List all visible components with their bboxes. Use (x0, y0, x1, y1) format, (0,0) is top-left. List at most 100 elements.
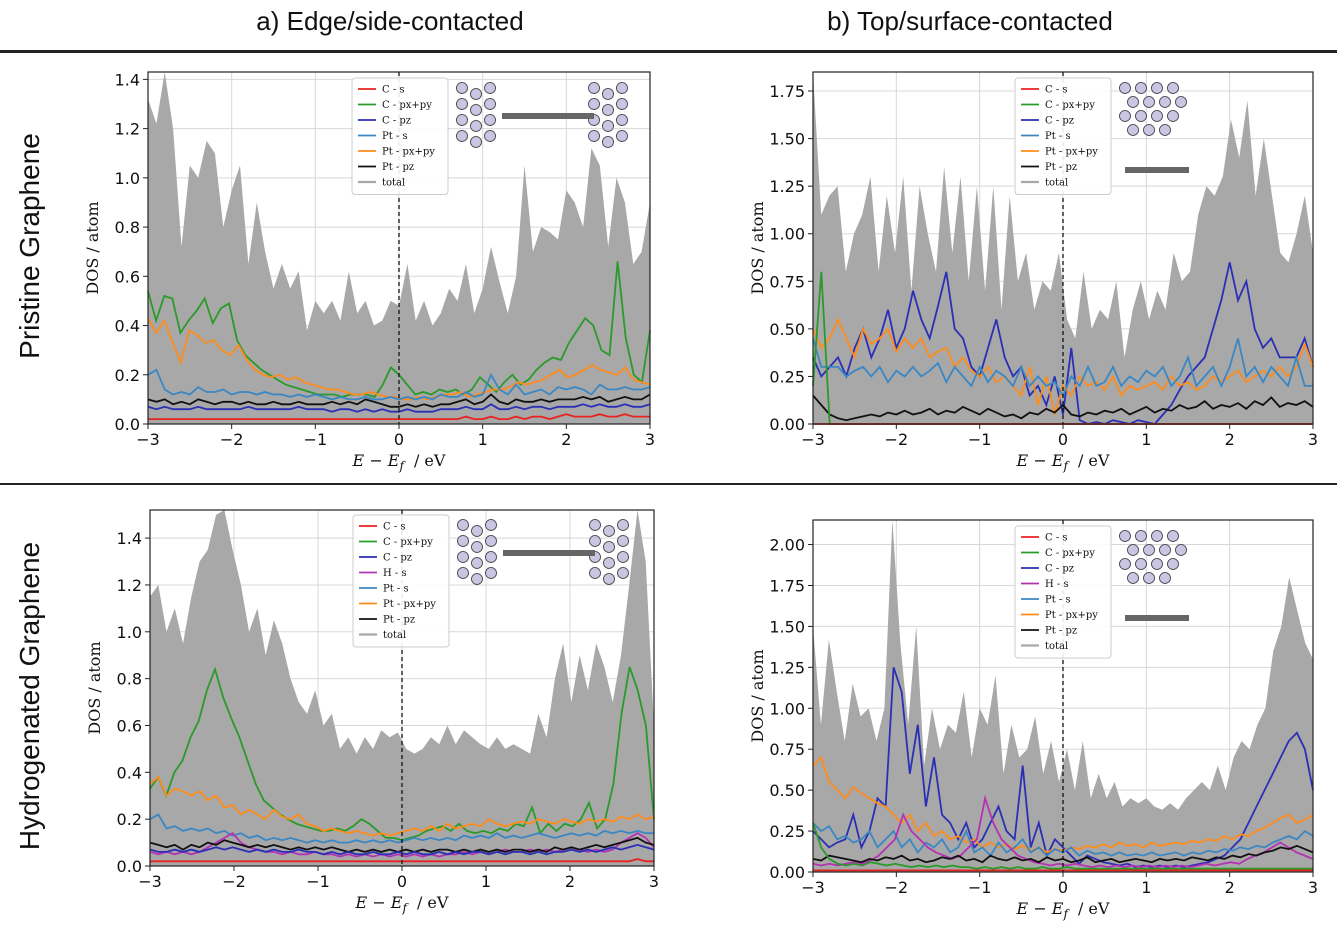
x-tick-label: 0 (1058, 430, 1068, 449)
inset-atom (603, 525, 615, 537)
x-tick-label: 1 (478, 430, 488, 449)
inset-atom (1151, 530, 1163, 542)
x-tick-label: 2 (561, 430, 571, 449)
x-tick-label: −2 (885, 878, 909, 897)
x-tick-label: 2 (1225, 878, 1235, 897)
inset-atom (603, 541, 615, 553)
inset-atom (1143, 124, 1155, 136)
legend-entry: H - s (1045, 579, 1069, 590)
legend-entry: Pt - s (1045, 131, 1071, 142)
series-area-total (150, 510, 654, 866)
legend: C - s C - px+py C - pz H - s Pt - s Pt - px+p… (352, 514, 450, 648)
legend-entry: C - px+py (1045, 548, 1095, 559)
y-tick-label: 1.00 (769, 225, 805, 244)
y-axis-label: DOS / atom (85, 641, 104, 734)
legend-entry: C - pz (383, 553, 412, 564)
y-tick-label: 2.00 (769, 536, 805, 555)
series-line-pt-px-py (812, 317, 1314, 415)
legend-entry: C - pz (1045, 116, 1074, 127)
y-tick-label: 1.00 (769, 699, 805, 718)
legend-box (352, 514, 450, 648)
legend-entry: H - s (383, 568, 407, 579)
inset-atom (616, 114, 628, 126)
inset-atom (603, 557, 615, 569)
inset-atom (456, 82, 468, 94)
x-tick-label: 0 (394, 430, 404, 449)
inset-atom (1135, 82, 1147, 94)
y-tick-label: 0.0 (115, 415, 140, 434)
inset-atom (485, 519, 497, 531)
series-line-c-pz (812, 262, 1314, 425)
inset-atom (470, 136, 482, 148)
y-tick-label: 1.50 (769, 130, 805, 149)
x-tick-label: 1 (1141, 878, 1151, 897)
structure-inset-image (1119, 530, 1189, 621)
y-tick-label: 1.50 (769, 617, 805, 636)
chart-panel-hydrogenated-edge: −3 −2 −1 0 1 2 3 0.0 0.2 0.4 0.6 0.8 1.0 1.2 1.4 E − Ef… (85, 509, 659, 915)
inset-atom (485, 567, 497, 579)
y-tick-label: 0.25 (769, 367, 805, 386)
x-tick-label: 3 (649, 872, 659, 891)
inset-atom (1135, 558, 1147, 570)
x-tick-label: −1 (304, 430, 328, 449)
inset-atom (457, 519, 469, 531)
series-line-pt-pz (149, 836, 655, 853)
inset-atom (1151, 82, 1163, 94)
y-tick-label: 0.50 (769, 781, 805, 800)
legend: C - s C - px+py C - pz H - s Pt - s Pt - px+p… (1014, 525, 1112, 659)
inset-atom (589, 519, 601, 531)
inset-atom (602, 120, 614, 132)
x-tick-label: 2 (565, 872, 575, 891)
inset-atom (1167, 558, 1179, 570)
y-tick-label: 0.75 (769, 272, 805, 291)
legend-entry: Pt - px+py (382, 147, 435, 158)
inset-atom (602, 88, 614, 100)
series-area-total (148, 72, 650, 424)
inset-atom (1127, 124, 1139, 136)
inset-atom (457, 535, 469, 547)
x-tick-label: −1 (306, 872, 330, 891)
y-tick-label: 1.75 (769, 576, 805, 595)
y-tick-label: 0.2 (115, 366, 140, 385)
legend-entry: C - px+py (382, 100, 432, 111)
series-line-pt-s (147, 368, 651, 401)
legend-entry: Pt - px+py (383, 599, 436, 610)
x-tick-label: −3 (801, 878, 825, 897)
series-line-c-s (148, 413, 650, 421)
inset-atom (1119, 82, 1131, 94)
x-axis-label: E − Ef / eV (352, 451, 446, 473)
inset-atom (484, 114, 496, 126)
series-line-c-px-py (812, 822, 1313, 870)
structure-inset-image (1119, 82, 1189, 173)
y-tick-label: 0.0 (117, 857, 142, 876)
x-tick-label: −3 (138, 872, 162, 891)
inset-atom (589, 535, 601, 547)
chart-panel-hydrogenated-top: −3 −2 −1 0 1 2 3 0.00 0.25 0.50 0.75 1.00 1.25 1.50 1.… (748, 519, 1318, 921)
inset-atom (485, 535, 497, 547)
inset-atom (588, 130, 600, 142)
inset-atom (471, 525, 483, 537)
legend-entry: C - s (1045, 85, 1068, 96)
y-tick-label: 1.25 (769, 658, 805, 677)
x-tick-label: 3 (1308, 878, 1318, 897)
legend-entry: Pt - pz (1045, 162, 1077, 173)
inset-atom (1119, 110, 1131, 122)
inset-atom (1143, 96, 1155, 108)
inset-atom (603, 573, 615, 585)
y-tick-label: 0.4 (115, 317, 140, 336)
inset-atom (456, 130, 468, 142)
x-tick-label: −3 (136, 430, 160, 449)
x-tick-label: 2 (1225, 430, 1235, 449)
structure-inset-image (456, 82, 628, 148)
x-axis-label: E − Ef / eV (1016, 899, 1110, 921)
y-axis-label: DOS / atom (748, 201, 767, 294)
legend-entry: C - pz (382, 116, 411, 127)
inset-atom (1159, 124, 1171, 136)
legend-entry: C - s (382, 85, 405, 96)
series-area-total (813, 72, 1313, 424)
inset-atom (1167, 110, 1179, 122)
column-title-top: b) Top/surface-contacted (827, 6, 1113, 36)
x-tick-label: 0 (1058, 878, 1068, 897)
y-tick-label: 0.50 (769, 320, 805, 339)
legend-box (1014, 77, 1112, 195)
